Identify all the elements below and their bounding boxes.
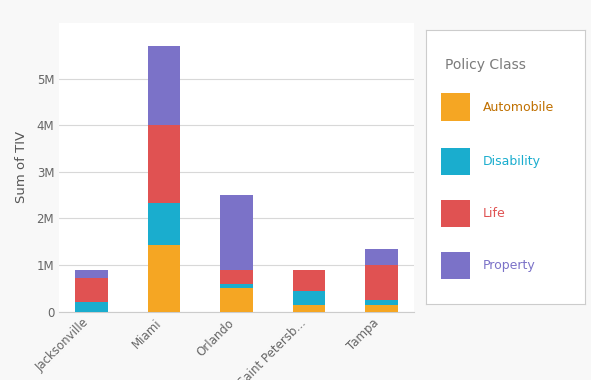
Text: Life: Life	[483, 207, 506, 220]
Bar	[148, 125, 180, 203]
Text: Automobile: Automobile	[483, 100, 554, 114]
Text: Disability: Disability	[483, 155, 541, 168]
Bar	[75, 278, 108, 302]
FancyBboxPatch shape	[441, 93, 470, 121]
Text: Policy Class: Policy Class	[444, 58, 525, 72]
Bar	[75, 270, 108, 278]
Bar	[365, 305, 398, 312]
Bar	[148, 203, 180, 245]
Bar	[148, 245, 180, 312]
Bar	[220, 195, 253, 270]
Bar	[365, 300, 398, 305]
Bar	[148, 46, 180, 125]
Bar	[293, 270, 325, 291]
Bar	[75, 302, 108, 312]
Bar	[220, 288, 253, 312]
Text: Property: Property	[483, 259, 535, 272]
Bar	[365, 249, 398, 265]
Y-axis label: Sum of TIV: Sum of TIV	[15, 131, 28, 203]
Bar	[293, 291, 325, 305]
Bar	[220, 283, 253, 288]
Bar	[220, 270, 253, 283]
FancyBboxPatch shape	[441, 148, 470, 176]
FancyBboxPatch shape	[441, 252, 470, 279]
FancyBboxPatch shape	[441, 200, 470, 227]
Bar	[293, 305, 325, 312]
Bar	[365, 265, 398, 300]
